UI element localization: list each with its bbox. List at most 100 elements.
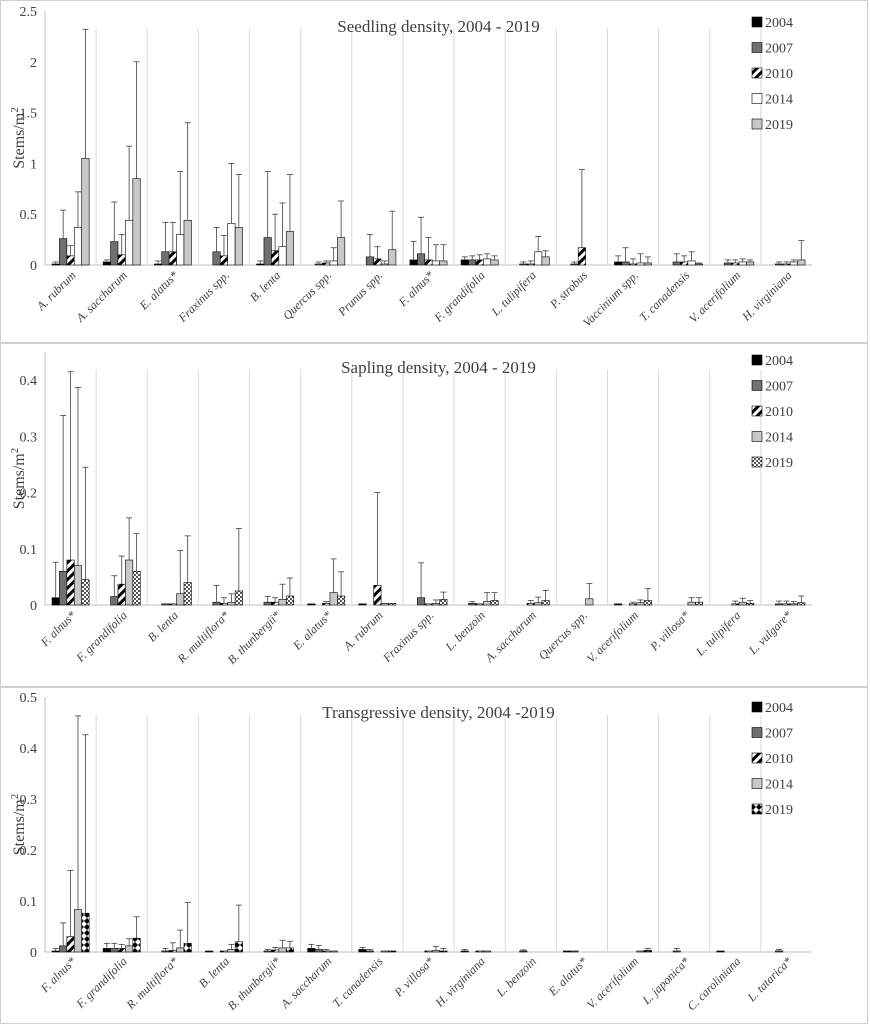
sapling-bar-2007 <box>417 597 426 606</box>
transgressive-y-tick-label: 0.2 <box>20 844 38 859</box>
seedling-bar-2010 <box>629 263 638 266</box>
sapling-category-label: B. lenta <box>145 608 181 644</box>
seedling-title: Seedling density, 2004 - 2019 <box>337 17 539 36</box>
seedling-y-tick-label: 2 <box>30 56 37 71</box>
sapling-y-tick-label: 0.4 <box>20 374 38 389</box>
transgressive-bar-2007 <box>263 950 272 953</box>
transgressive-y-tick-label: 0.5 <box>20 691 38 706</box>
seedling-category-label: E. alatus* <box>136 268 181 313</box>
sapling-y-tick-label: 0.2 <box>20 487 38 502</box>
seedling-bar-2004 <box>614 261 623 266</box>
transgressive-bar-2010 <box>271 949 280 953</box>
seedling-bar-2019 <box>695 263 704 266</box>
seedling-bar-2007 <box>417 253 426 266</box>
transgressive-bar-2010 <box>424 950 433 953</box>
seedling-bar-2014 <box>176 234 185 266</box>
sapling-bar-2007 <box>774 603 784 606</box>
seedling-legend-swatch-2004 <box>751 16 763 28</box>
seedling-bar-2010 <box>475 259 484 266</box>
transgressive-bar-2007 <box>59 945 68 953</box>
transgressive-category-label: E. alatus* <box>545 954 590 999</box>
seedling-bar-2007 <box>365 256 374 266</box>
transgressive-bar-2010 <box>322 950 331 953</box>
transgressive-bar-2010 <box>219 950 228 953</box>
transgressive-category-label: L. tatarica* <box>744 954 795 1005</box>
sapling-bar-2019 <box>695 601 704 606</box>
transgressive-bar-2004 <box>460 950 469 953</box>
sapling-legend-swatch-2010 <box>751 405 763 417</box>
seedling-bar-2004 <box>409 259 418 266</box>
sapling-category-label: A. saccharum <box>482 608 540 666</box>
sapling-bar-2014 <box>278 599 287 606</box>
transgressive-category-label: F. grandifolia <box>73 954 130 1011</box>
seedling-bar-2014 <box>789 261 798 266</box>
seedling-bar-2004 <box>460 259 469 266</box>
seedling-category-label: H. virginiana <box>739 268 795 324</box>
sapling-bar-2019 <box>797 602 806 606</box>
seedling-legend-label: 2014 <box>765 93 793 108</box>
transgressive-bar-2019 <box>81 912 90 953</box>
sapling-bar-2014 <box>329 592 338 606</box>
seedling-bar-2007 <box>672 261 681 266</box>
transgressive-bar-2014 <box>278 947 287 953</box>
sapling-bar-2007 <box>161 603 170 606</box>
seedling-bar-2019 <box>388 249 397 266</box>
sapling-category-label: L. benzoin <box>442 608 488 654</box>
seedling-bar-2007 <box>723 262 732 266</box>
transgressive-bar-2004 <box>102 948 111 953</box>
transgressive-category-label: C. caroliniana <box>684 954 743 1013</box>
transgressive-bar-2014 <box>483 950 492 953</box>
sapling-bar-2019 <box>285 595 294 606</box>
seedling-bar-2010 <box>271 250 280 266</box>
seedling-bar-2019 <box>337 237 346 266</box>
transgressive-category-label: L. benzoin <box>493 954 539 1000</box>
transgressive-bar-2019 <box>388 950 397 953</box>
seedling-bar-2014 <box>380 263 389 266</box>
seedling-y-tick-label: 1.5 <box>20 107 38 122</box>
transgressive-title: Transgressive density, 2004 -2019 <box>322 703 554 722</box>
transgressive-bar-2019 <box>285 947 294 953</box>
seedling-bar-2010 <box>731 262 740 266</box>
transgressive-bar-2010 <box>117 948 126 953</box>
sapling-legend-label: 2004 <box>765 354 793 369</box>
seedling-bar-2007 <box>468 259 477 266</box>
transgressive-legend-swatch-2019 <box>751 803 763 815</box>
transgressive-legend: 2004 2007 2010 2014 2019 <box>751 701 793 818</box>
transgressive-legend-swatch-2007 <box>751 727 763 738</box>
sapling-bar-2014 <box>636 602 645 606</box>
sapling-bar-2010 <box>424 603 433 606</box>
transgressive-bar-2007 <box>161 950 170 953</box>
sapling-bar-2004 <box>358 603 367 606</box>
transgressive-bar-2019 <box>643 950 652 953</box>
sapling-y-tick-label: 0.3 <box>20 430 38 445</box>
transgressive-category-label: H. virginiana <box>432 954 488 1010</box>
sapling-bar-2010 <box>271 601 280 606</box>
transgressive-bar-2014 <box>380 950 389 953</box>
sapling-bar-2014 <box>483 601 492 606</box>
sapling-category-label: R. multiflora* <box>174 608 232 666</box>
seedling-y-tick-label: 2.5 <box>20 5 38 20</box>
transgressive-bar-2004 <box>563 950 572 953</box>
sapling-bar-2010 <box>782 603 791 606</box>
sapling-bar-2010 <box>117 583 126 606</box>
sapling-category-label: E. alatus* <box>289 608 334 653</box>
transgressive-bar-2007 <box>365 950 374 953</box>
seedling-bar-2004 <box>102 261 111 266</box>
seedling-bar-2014 <box>73 227 83 266</box>
seedling-bar-2010 <box>782 263 791 266</box>
transgressive-bar-2004 <box>358 949 367 953</box>
sapling-bar-2010 <box>373 585 382 606</box>
seedling-bar-2019 <box>541 256 550 266</box>
seedling-bar-2019 <box>439 260 448 266</box>
sapling-bar-2010 <box>168 603 177 606</box>
seedling-bar-2014 <box>687 260 696 266</box>
sapling-bar-2019 <box>388 603 397 606</box>
sapling-bar-2019 <box>132 570 141 606</box>
transgressive-y-tick-label: 0.1 <box>20 895 38 910</box>
sapling-category-label: F. alnus* <box>37 608 79 650</box>
transgressive-category-label: A. saccharum <box>277 954 335 1012</box>
seedling-bar-2004 <box>256 263 265 266</box>
sapling-bar-2007 <box>110 596 119 606</box>
